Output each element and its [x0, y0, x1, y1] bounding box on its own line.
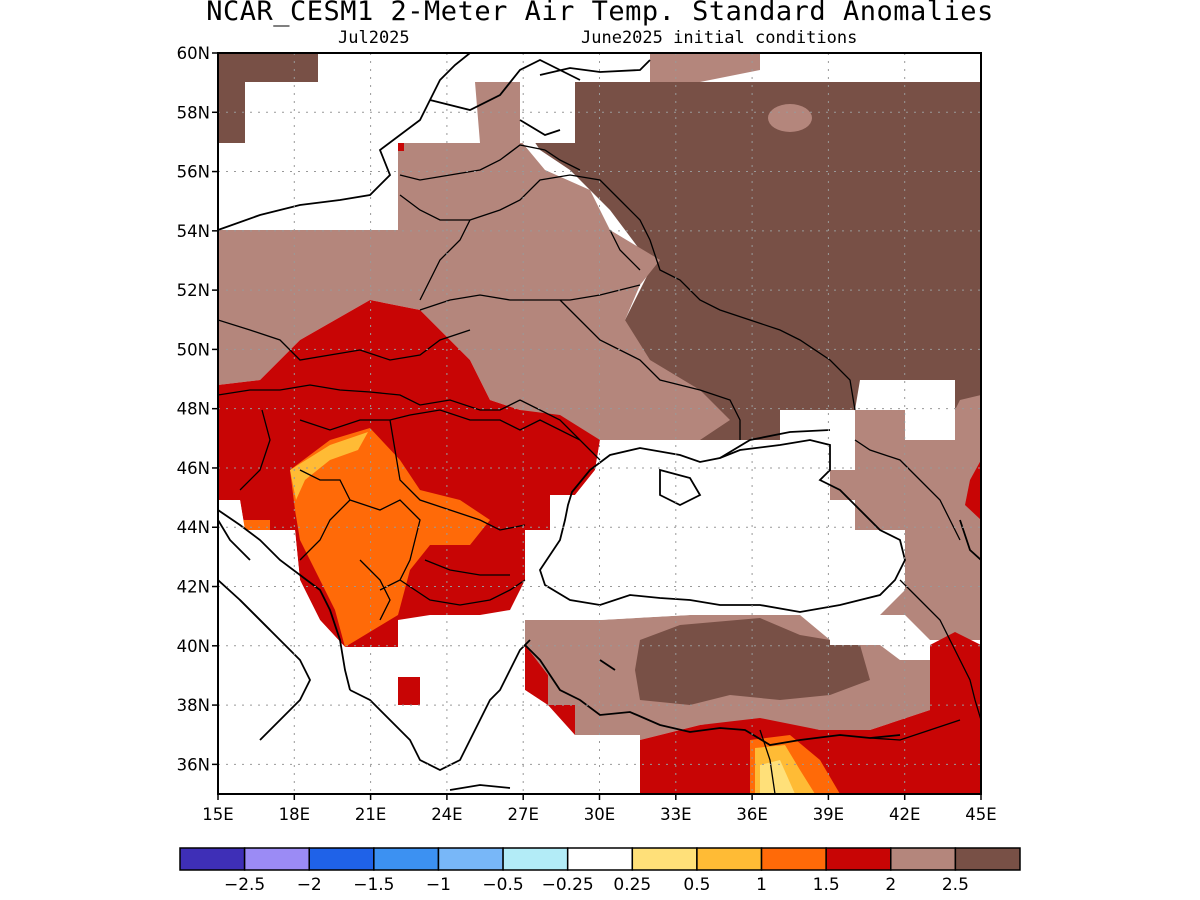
lon-tick-label: 42E [889, 805, 920, 824]
lat-tick-label: 56N [177, 163, 210, 182]
coastline-layer [218, 53, 981, 791]
crete-coast [449, 784, 511, 791]
colorbar-label: −1.5 [353, 875, 394, 895]
lon-tick-label: 18E [279, 805, 310, 824]
lon-tick-label: 15E [202, 805, 233, 824]
lat-tick-label: 44N [177, 518, 210, 537]
anomaly-region-red-southeast [965, 460, 981, 520]
colorbar-label: 0.25 [613, 875, 651, 895]
anatolia-coast [524, 644, 901, 746]
anomaly-region-red-aegean [525, 645, 575, 735]
colorbar-swatch [566, 847, 634, 871]
anomaly-region-red-levant [640, 632, 981, 794]
black-sea-coast [539, 439, 906, 613]
lat-tick-label: 38N [177, 696, 210, 715]
lon-tick-label: 30E [584, 805, 615, 824]
lon-tick-label: 36E [736, 805, 767, 824]
lat-tick-label: 40N [177, 637, 210, 656]
lat-tick-label: 54N [177, 222, 210, 241]
lat-tick-label: 48N [177, 400, 210, 419]
colorbar-swatch [825, 847, 892, 871]
colorbar-label: 1 [756, 875, 767, 895]
caspian-coast [959, 519, 981, 561]
colorbar-swatch [631, 847, 698, 871]
colorbar-label: 0.5 [683, 875, 710, 895]
lat-tick-label: 46N [177, 459, 210, 478]
lat-tick-label: 36N [177, 755, 210, 774]
anomaly-region-light-brown-upper-band [650, 53, 760, 82]
colorbar-label: −1 [426, 875, 451, 895]
border-layer [218, 144, 981, 794]
lat-tick-label: 50N [177, 340, 210, 359]
colorbar-labels: −2.5 −2 −1.5 −1 −0.5 −0.25 0.25 0.5 1 1.5 2 2.5 [224, 875, 969, 895]
colorbar-swatch [437, 847, 504, 871]
greece-coast [349, 639, 531, 772]
lon-tick-label: 24E [431, 805, 462, 824]
lat-tick-label: 52N [177, 281, 210, 300]
graticule-grid [218, 53, 981, 794]
lon-tick-label: 33E [660, 805, 691, 824]
lat-tick-label: 58N [177, 103, 210, 122]
lon-tick-label: 27E [507, 805, 538, 824]
country-borders [218, 144, 981, 794]
chart-title: NCAR_CESM1 2-Meter Air Temp. Standard An… [206, 0, 994, 27]
colorbar-label: −0.25 [542, 875, 594, 895]
colorbar-swatch [696, 847, 763, 871]
lon-tick-labels: 15E 18E 21E 24E 27E 30E 33E 36E 39E 42E 45E [202, 794, 997, 824]
anomaly-fill-layer [218, 53, 981, 794]
colorbar-label: −2 [297, 875, 322, 895]
lon-tick-label: 21E [355, 805, 386, 824]
valid-month-label: Jul2025 [338, 28, 410, 48]
colorbar-label: 2 [885, 875, 896, 895]
lat-tick-label: 42N [177, 578, 210, 597]
adriatic-coast [218, 509, 351, 691]
colorbar-label: −0.5 [482, 875, 523, 895]
colorbar-swatch [502, 847, 569, 871]
colorbar-label: −2.5 [224, 875, 265, 895]
colorbar-swatch [179, 847, 246, 871]
lat-tick-labels: 36N 38N 40N 42N 44N 46N 48N 50N 52N 54N 56N 58N 60N [177, 44, 218, 774]
masked-black-sea [525, 410, 905, 620]
colorbar-swatch [890, 847, 957, 871]
azov-coast [719, 429, 831, 459]
init-conditions-label: June2025 initial conditions [581, 28, 858, 48]
colorbar [179, 847, 1021, 871]
colorbar-swatch [954, 847, 1021, 871]
anomaly-region-light-brown-north [218, 82, 730, 440]
colorbar-swatch [243, 847, 310, 871]
anomaly-region-light-orange [290, 432, 368, 500]
colorbar-swatch [308, 847, 375, 871]
lat-tick-label: 60N [177, 44, 210, 63]
lon-tick-label: 39E [813, 805, 844, 824]
colorbar-swatch [760, 847, 827, 871]
lon-tick-label: 45E [965, 805, 996, 824]
colorbar-label: 1.5 [813, 875, 840, 895]
gulf-of-finland-coast [539, 59, 651, 76]
colorbar-swatch [373, 847, 440, 871]
colorbar-label: 2.5 [942, 875, 969, 895]
anomaly-region-orange-balkans [290, 428, 490, 647]
crimea-coast [659, 468, 702, 507]
